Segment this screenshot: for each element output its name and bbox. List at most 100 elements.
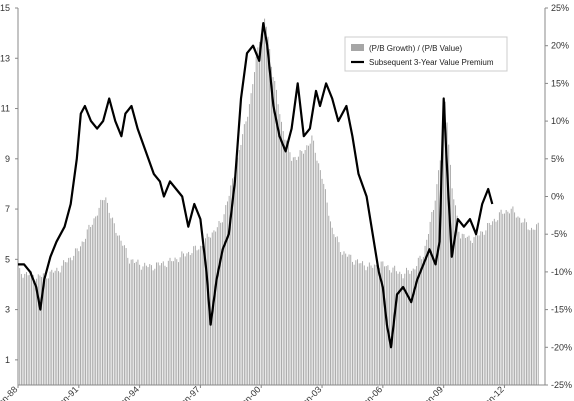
- bar-mark: [468, 235, 470, 385]
- bar-mark: [326, 202, 328, 385]
- bar-mark: [25, 272, 27, 385]
- bar-mark: [417, 257, 419, 385]
- bar-mark: [314, 152, 316, 385]
- bar-mark: [243, 124, 245, 385]
- bar-mark: [351, 261, 353, 385]
- bar-mark: [515, 217, 517, 385]
- bar-mark: [480, 231, 482, 385]
- bar-mark: [304, 150, 306, 385]
- bar-mark: [118, 235, 120, 385]
- bar-mark: [504, 213, 505, 385]
- bar-mark: [448, 144, 450, 385]
- bar-mark: [341, 254, 343, 385]
- bar-mark: [59, 272, 61, 385]
- bar-mark: [427, 234, 429, 385]
- left-tick-label: 15: [0, 3, 10, 13]
- bar-mark: [493, 218, 495, 385]
- bar-mark: [389, 270, 391, 385]
- bar-mark: [188, 251, 190, 385]
- bar-mark: [218, 221, 220, 385]
- bar-mark: [390, 272, 392, 385]
- bar-mark: [353, 264, 355, 385]
- bar-mark: [178, 262, 179, 385]
- bar-mark: [206, 233, 208, 385]
- bar-mark: [220, 222, 222, 385]
- bar-mark: [500, 209, 502, 385]
- bar-mark: [103, 200, 105, 385]
- bar-mark: [76, 248, 78, 385]
- legend-label-line: Subsequent 3-Year Value Premium: [369, 58, 494, 67]
- line-series-value-premium: [18, 22, 494, 349]
- legend-label-bar: (P/B Growth) / (P/B Value): [369, 44, 463, 53]
- bar-mark: [382, 261, 384, 385]
- bar-mark: [362, 261, 364, 385]
- bar-mark: [524, 218, 526, 385]
- right-tick-label: -15%: [551, 305, 572, 315]
- bar-mark: [238, 150, 240, 385]
- bar-mark: [502, 213, 504, 385]
- bar-mark: [514, 212, 516, 385]
- bar-mark: [485, 230, 487, 385]
- bar-mark: [319, 170, 321, 385]
- bar-mark: [275, 89, 277, 385]
- bar-mark: [507, 211, 509, 385]
- bar-mark: [394, 265, 396, 385]
- bar-mark: [139, 264, 141, 385]
- bar-mark: [101, 200, 103, 385]
- bar-mark: [284, 139, 286, 385]
- bar-mark: [282, 131, 284, 385]
- bar-mark: [235, 170, 237, 385]
- right-tick-label: 0%: [551, 192, 564, 202]
- bar-mark: [125, 248, 127, 385]
- bar-mark: [395, 271, 397, 385]
- bar-mark: [247, 116, 249, 386]
- bar-mark: [105, 197, 107, 385]
- bar-mark: [63, 260, 65, 385]
- bar-mark: [80, 246, 81, 385]
- bar-mark: [24, 273, 26, 385]
- right-tick-label: -10%: [551, 267, 572, 277]
- bar-mark: [471, 242, 473, 385]
- bar-mark: [443, 119, 445, 385]
- bar-mark: [487, 223, 489, 385]
- line-path: [18, 22, 494, 349]
- bar-mark: [129, 263, 130, 385]
- bar-mark: [96, 215, 98, 385]
- bar-mark: [245, 121, 247, 385]
- bar-mark: [135, 261, 137, 385]
- legend-box: [344, 36, 508, 72]
- bar-mark: [237, 157, 239, 385]
- left-tick-label: 11: [1, 104, 10, 114]
- bar-mark: [36, 278, 38, 385]
- bar-mark: [532, 229, 534, 385]
- bar-mark: [373, 264, 375, 385]
- bar-mark: [171, 261, 173, 385]
- bar-mark: [377, 269, 379, 385]
- bar-mark: [536, 224, 538, 385]
- bar-mark: [154, 268, 156, 385]
- bar-mark: [302, 153, 304, 385]
- bar-mark: [400, 274, 402, 385]
- bar-mark: [56, 267, 58, 385]
- bar-mark: [74, 248, 76, 385]
- bar-mark: [439, 160, 441, 385]
- bar-mark: [203, 245, 205, 385]
- x-tick-label: Jan-09: [419, 384, 446, 401]
- bar-mark: [328, 215, 330, 385]
- bar-mark: [510, 208, 512, 385]
- bar-mark: [71, 260, 73, 385]
- bar-mark: [85, 238, 87, 385]
- bar-mark: [512, 206, 514, 385]
- bar-mark: [281, 121, 282, 385]
- bar-mark: [201, 246, 203, 385]
- bar-mark: [254, 72, 255, 385]
- right-tick-label: 15%: [551, 78, 569, 88]
- bar-mark: [475, 232, 477, 385]
- bar-mark: [90, 226, 92, 385]
- bar-mark: [360, 263, 362, 385]
- bar-mark: [66, 262, 68, 385]
- bar-mark: [519, 217, 521, 385]
- bar-mark: [358, 263, 360, 385]
- bar-mark: [311, 135, 313, 385]
- bar-mark: [482, 231, 483, 385]
